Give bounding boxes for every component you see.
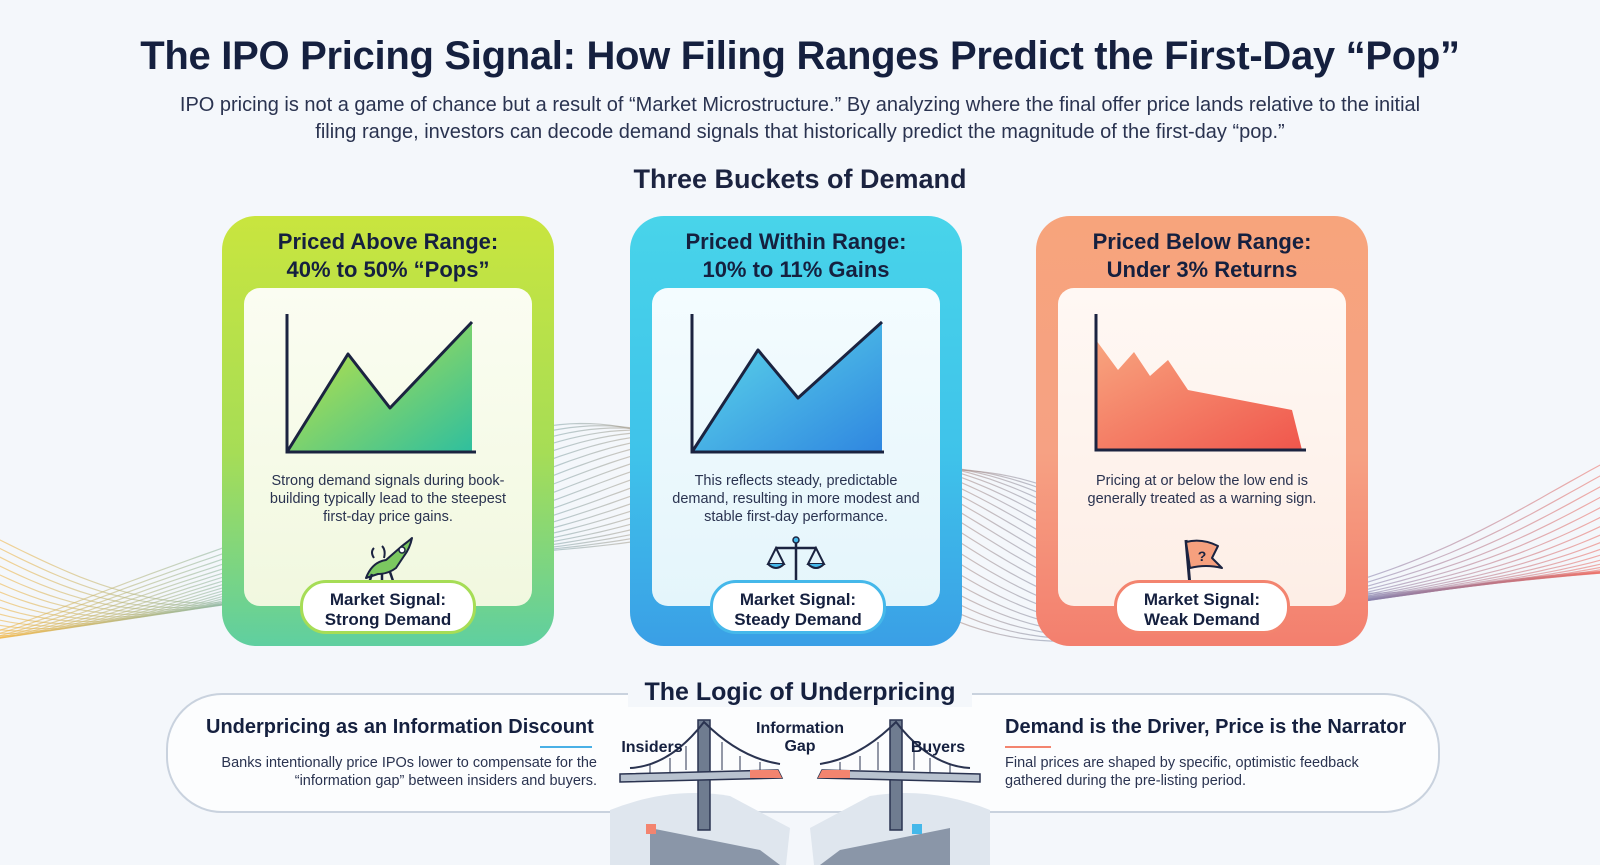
declining-chart-icon	[1094, 314, 1306, 452]
logic-left-heading: Underpricing as an Information Discount	[206, 716, 594, 738]
market-signal-badge-steady: Market Signal: Steady Demand	[710, 580, 886, 634]
market-signal-badge-strong: Market Signal: Strong Demand	[300, 580, 476, 634]
bucket-title: Priced Below Range: Under 3% Returns	[1092, 229, 1312, 282]
bucket-panel: This reflects steady, predictable demand…	[652, 288, 940, 606]
logic-right-text: Final prices are shaped by specific, opt…	[1005, 755, 1359, 789]
bridge-right-label: Buyers	[910, 739, 966, 756]
bucket-description: Strong demand signals during book-buildi…	[269, 473, 507, 525]
logic-right-heading: Demand is the Driver, Price is the Narra…	[1005, 716, 1407, 738]
bucket-description: Pricing at or below the low end is gener…	[1087, 473, 1317, 507]
bridge-center-label: Information Gap	[756, 720, 844, 755]
bucket-card-within-range: Priced Within Range: 10% to 11% Gains Th…	[630, 216, 962, 646]
bucket-title: Priced Within Range: 10% to 11% Gains	[685, 229, 907, 282]
divider	[540, 746, 592, 748]
rocket-bull-icon	[365, 537, 413, 587]
rising-chart-icon	[285, 314, 476, 454]
steady-chart-icon	[690, 314, 884, 454]
balance-scale-icon	[766, 536, 826, 584]
page-title: The IPO Pricing Signal: How Filing Range…	[140, 34, 1460, 78]
question-flag-icon: ?	[1184, 539, 1223, 587]
bucket-card-below-range: Priced Below Range: Under 3% Returns Pri…	[1036, 216, 1368, 646]
market-signal-badge-weak: Market Signal: Weak Demand	[1114, 580, 1290, 634]
logic-heading: The Logic of Underpricing	[628, 678, 972, 707]
bucket-title: Priced Above Range: 40% to 50% “Pops”	[277, 229, 499, 282]
bucket-description: This reflects steady, predictable demand…	[672, 473, 920, 525]
bucket-panel: Strong demand signals during book-buildi…	[244, 288, 532, 606]
svg-text:?: ?	[1198, 548, 1207, 564]
broken-bridge-icon	[610, 719, 990, 865]
bridge-left-label: Insiders	[621, 739, 683, 756]
bucket-card-above-range: Priced Above Range: 40% to 50% “Pops” St…	[222, 216, 554, 646]
page-subtitle: IPO pricing is not a game of chance but …	[179, 94, 1421, 143]
buckets-heading: Three Buckets of Demand	[633, 164, 967, 194]
logic-left-text: Banks intentionally price IPOs lower to …	[221, 755, 597, 789]
divider	[1005, 746, 1051, 748]
bucket-panel: Pricing at or below the low end is gener…	[1058, 288, 1346, 606]
logic-panel	[166, 693, 1440, 813]
